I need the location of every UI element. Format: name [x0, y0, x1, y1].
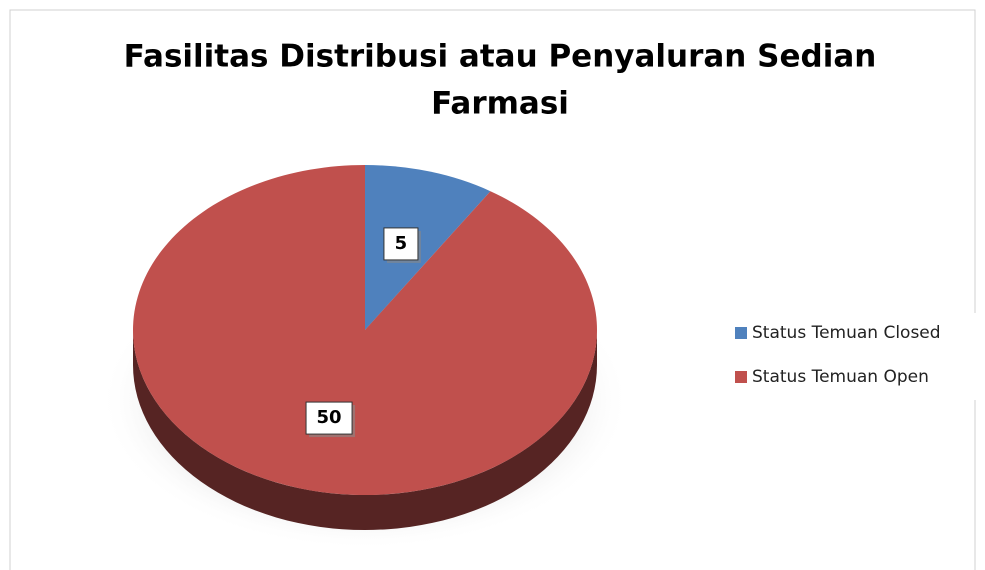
value-label-box [305, 401, 353, 435]
value-label: 5 [395, 233, 408, 254]
legend-swatch [735, 371, 747, 383]
legend-label: Status Temuan Closed [752, 323, 941, 343]
value-label-box [383, 227, 419, 261]
legend-label: Status Temuan Open [752, 367, 929, 387]
chart-title: Fasilitas Distribusi atau Penyaluran Sed… [124, 39, 877, 75]
slice-side [133, 330, 597, 530]
legend-swatch [735, 327, 747, 339]
slice [365, 165, 491, 330]
value-label: 50 [317, 407, 342, 428]
chart-title: Farmasi [431, 86, 569, 122]
slice [133, 165, 598, 495]
legend [722, 313, 980, 400]
